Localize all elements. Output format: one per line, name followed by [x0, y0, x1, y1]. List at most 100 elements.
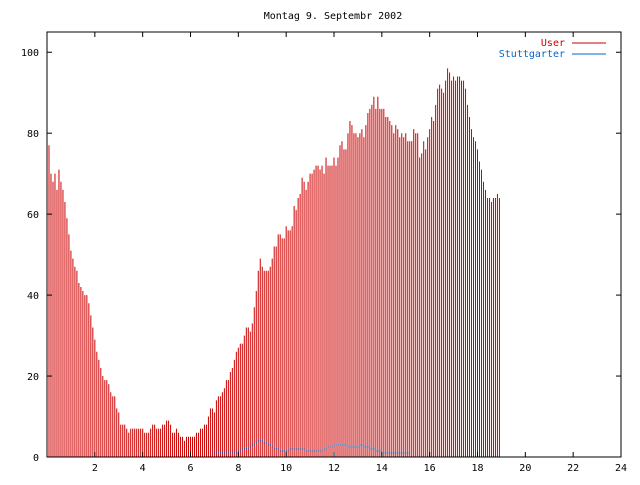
stuttgarter-point — [349, 446, 351, 448]
stuttgarter-point — [297, 448, 299, 450]
stuttgarter-point — [213, 452, 216, 454]
stuttgarter-point — [235, 452, 238, 454]
x-tick-label: 16 — [424, 463, 436, 474]
stuttgarter-point — [337, 444, 339, 446]
stuttgarter-point — [377, 450, 379, 452]
stuttgarter-point — [383, 452, 385, 454]
stuttgarter-point — [225, 452, 228, 454]
stuttgarter-point — [361, 444, 363, 446]
stuttgarter-point — [243, 448, 246, 450]
stuttgarter-point — [283, 450, 285, 452]
stuttgarter-point — [323, 448, 325, 450]
stuttgarter-point — [389, 452, 391, 454]
stuttgarter-point — [325, 448, 327, 450]
stuttgarter-point — [347, 446, 349, 448]
stuttgarter-point — [319, 450, 321, 452]
stuttgarter-point — [291, 448, 293, 450]
stuttgarter-point — [317, 450, 319, 452]
stuttgarter-point — [387, 452, 389, 454]
stuttgarter-point — [405, 452, 407, 454]
stuttgarter-point — [329, 446, 331, 448]
stuttgarter-point — [307, 450, 309, 452]
stuttgarter-point — [249, 446, 251, 448]
stuttgarter-point — [287, 450, 289, 452]
stuttgarter-point — [355, 446, 357, 448]
stuttgarter-point — [251, 444, 253, 446]
stuttgarter-point — [315, 450, 317, 452]
stuttgarter-point — [281, 450, 283, 452]
stuttgarter-point — [321, 450, 323, 452]
x-tick-label: 24 — [615, 463, 627, 474]
stuttgarter-point — [357, 446, 359, 448]
stuttgarter-point — [247, 448, 249, 450]
x-tick-label: 20 — [519, 463, 531, 474]
stuttgarter-point — [345, 444, 347, 446]
stuttgarter-point — [299, 448, 301, 450]
stuttgarter-point — [263, 442, 265, 444]
stuttgarter-point — [261, 440, 263, 442]
stuttgarter-point — [367, 446, 369, 448]
stuttgarter-point — [241, 448, 244, 450]
stuttgarter-point — [331, 446, 333, 448]
series-user — [46, 68, 500, 457]
stuttgarter-point — [303, 448, 305, 450]
stuttgarter-point — [399, 452, 401, 454]
stuttgarter-point — [401, 452, 403, 454]
x-tick-label: 12 — [328, 463, 340, 474]
stuttgarter-point — [255, 442, 257, 444]
stuttgarter-point — [407, 452, 409, 454]
x-tick-label: 4 — [140, 463, 146, 474]
stuttgarter-point — [359, 444, 361, 446]
y-tick-label: 60 — [27, 210, 39, 221]
stuttgarter-point — [265, 442, 267, 444]
chart-marks — [46, 68, 500, 457]
stuttgarter-point — [259, 440, 261, 442]
stuttgarter-point — [371, 448, 373, 450]
y-tick-label: 100 — [21, 48, 39, 59]
stuttgarter-point — [403, 452, 405, 454]
stuttgarter-point — [231, 452, 234, 454]
stuttgarter-point — [395, 452, 397, 454]
y-axis: 0 20 40 60 80 100 — [21, 48, 621, 464]
stuttgarter-point — [269, 444, 271, 446]
stuttgarter-point — [311, 450, 313, 452]
stuttgarter-point — [353, 446, 355, 448]
stuttgarter-point — [289, 448, 291, 450]
stuttgarter-point — [245, 448, 248, 450]
x-tick-label: 10 — [280, 463, 292, 474]
stuttgarter-point — [279, 450, 281, 452]
stuttgarter-point — [229, 452, 232, 454]
stuttgarter-point — [237, 450, 240, 452]
stuttgarter-point — [253, 444, 255, 446]
stuttgarter-point — [313, 450, 315, 452]
x-axis: 2 4 6 8 10 12 14 16 18 20 22 24 — [92, 32, 627, 474]
x-tick-label: 18 — [471, 463, 483, 474]
chart-title: Montag 9. Septembr 2002 — [264, 11, 402, 22]
stuttgarter-point — [233, 452, 236, 454]
stuttgarter-point — [221, 452, 224, 454]
stuttgarter-point — [301, 448, 303, 450]
legend-label: User — [541, 38, 565, 49]
x-tick-label: 6 — [187, 463, 193, 474]
stuttgarter-point — [351, 446, 353, 448]
stuttgarter-point — [267, 444, 269, 446]
stuttgarter-point — [379, 450, 381, 452]
stuttgarter-point — [397, 452, 399, 454]
stuttgarter-point — [227, 452, 230, 454]
x-tick-label: 22 — [567, 463, 579, 474]
stuttgarter-point — [393, 452, 395, 454]
stuttgarter-point — [335, 444, 337, 446]
stuttgarter-point — [273, 448, 275, 450]
stuttgarter-point — [293, 448, 295, 450]
y-tick-label: 40 — [27, 291, 39, 302]
legend-label: Stuttgarter — [499, 49, 565, 60]
stuttgarter-point — [223, 452, 226, 454]
stuttgarter-point — [385, 452, 387, 454]
stuttgarter-point — [369, 448, 371, 450]
stuttgarter-point — [239, 450, 242, 452]
stuttgarter-point — [339, 444, 341, 446]
stuttgarter-point — [309, 450, 311, 452]
y-tick-label: 20 — [27, 372, 39, 383]
